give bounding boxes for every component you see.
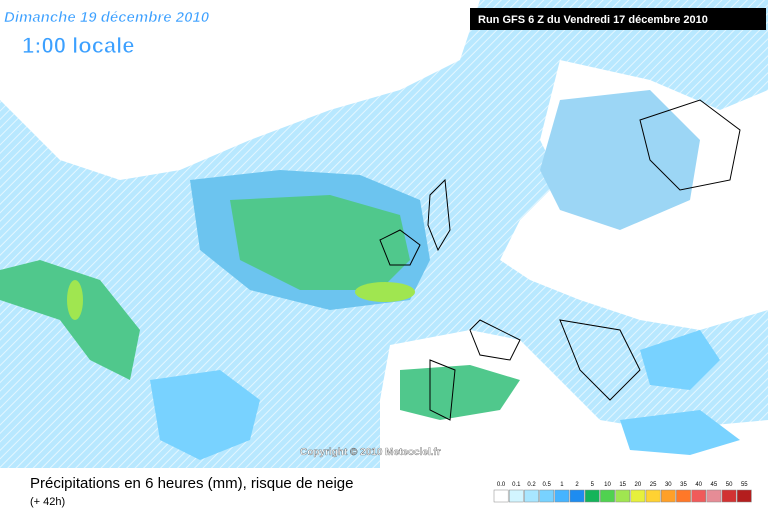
legend-swatch bbox=[569, 489, 585, 503]
copyright: Copyright © 2010 Meteociel.fr bbox=[300, 447, 441, 458]
legend-label: 10 bbox=[604, 482, 611, 488]
legend-label: 0.0 bbox=[497, 482, 506, 488]
legend-label: 0.2 bbox=[527, 482, 536, 488]
run-box bbox=[470, 8, 766, 30]
legend-swatch bbox=[676, 489, 691, 503]
legend-label: 15 bbox=[619, 482, 626, 488]
legend-label: 1 bbox=[560, 482, 564, 488]
legend-swatch bbox=[630, 489, 646, 503]
legend-swatch bbox=[524, 489, 539, 503]
legend-swatch bbox=[539, 489, 555, 503]
legend-label: 0.1 bbox=[512, 482, 521, 488]
legend-swatch bbox=[554, 489, 570, 503]
legend-label: 40 bbox=[695, 482, 702, 488]
legend-label: 20 bbox=[635, 482, 642, 488]
legend-swatch bbox=[615, 489, 631, 503]
legend-swatch bbox=[645, 489, 661, 503]
legend-swatch bbox=[706, 489, 722, 503]
legend-label: 30 bbox=[665, 482, 672, 488]
legend-swatch bbox=[736, 489, 752, 503]
footer-lead: (+ 42h) bbox=[30, 496, 65, 508]
legend-label: 25 bbox=[650, 482, 657, 488]
legend-label: 50 bbox=[726, 482, 733, 488]
legend-swatch bbox=[721, 489, 737, 503]
date: Dimanche 19 décembre 2010 bbox=[4, 9, 210, 26]
map bbox=[0, 0, 768, 468]
legend-label: 35 bbox=[680, 482, 687, 488]
legend-swatch bbox=[660, 489, 676, 503]
legend-swatch bbox=[493, 489, 509, 503]
legend-swatch bbox=[584, 489, 600, 503]
legend: 0.0 0.1 0.2 0.5 1 2 5 10 15 20 25 30 35 40 45 50 55 bbox=[493, 482, 752, 503]
legend-swatch bbox=[691, 489, 707, 503]
footer-title: Précipitations en 6 heures (mm), risque … bbox=[30, 475, 354, 492]
legend-label: 45 bbox=[711, 482, 718, 488]
run-info: Run GFS 6 Z du Vendredi 17 décembre 2010 bbox=[478, 14, 708, 26]
legend-swatch bbox=[600, 489, 615, 503]
legend-label: 55 bbox=[741, 482, 748, 488]
legend-swatch bbox=[508, 489, 524, 503]
legend-label: 2 bbox=[575, 482, 579, 488]
legend-label: 0.5 bbox=[543, 482, 552, 488]
legend-label: 5 bbox=[591, 482, 595, 488]
time: 1:00 locale bbox=[22, 33, 135, 58]
